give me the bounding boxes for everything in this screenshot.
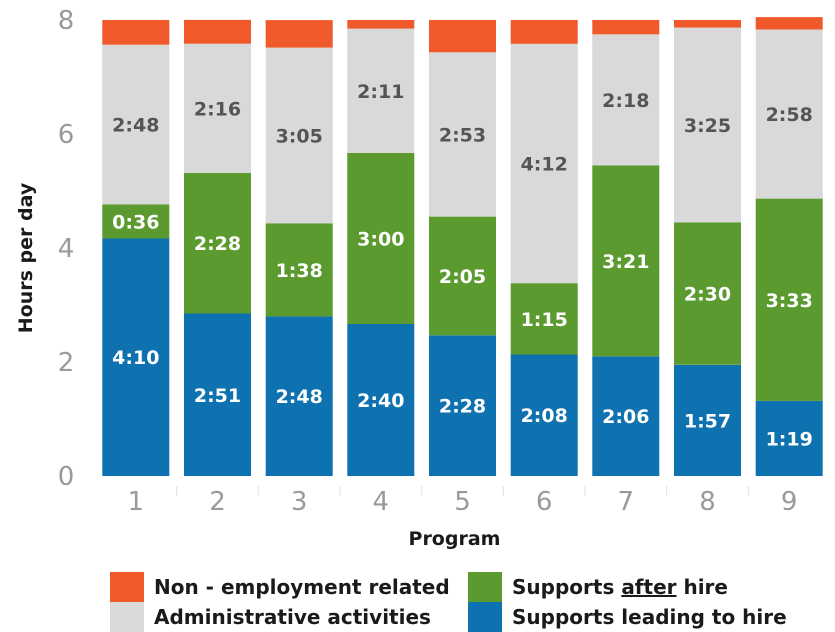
bar-segment-3-program-8	[674, 27, 741, 223]
bar-segment-3-program-9	[755, 29, 823, 199]
bar-segment-4-program-1	[102, 20, 170, 45]
bar-segment-3-program-5	[429, 52, 496, 217]
data-label-1-program-4: 2:40	[357, 390, 404, 412]
y-tick-label-6: 6	[58, 120, 75, 150]
bar-segment-1-program-5	[429, 335, 496, 476]
bar-segment-1-program-3	[265, 316, 333, 476]
bar-segment-1-program-8	[674, 364, 741, 476]
legend-item-supports-after-hire: Supports after hire	[468, 572, 728, 602]
data-label-1-program-8: 1:57	[684, 410, 731, 432]
tick-labels-layer: 1 2 3 4 5 6 7 8 9 0 2 4 6 8	[58, 6, 798, 517]
x-tick-label-1: 1	[128, 487, 145, 517]
bars-layer: 4:10 0:36 2:48 2:51 2:28 2:16 2:48 1:38 3:05 2:40…	[102, 17, 823, 476]
x-axis-title: Program	[409, 528, 501, 550]
legend-label-non-employment: Non - employment related	[154, 575, 450, 599]
data-label-1-program-9: 1:19	[766, 429, 813, 451]
x-tick-label-6: 6	[536, 487, 553, 517]
bar-segment-3-program-4	[347, 28, 415, 154]
x-tick-label-2: 2	[209, 487, 226, 517]
data-label-1-program-5: 2:28	[439, 396, 486, 418]
x-tick-label-4: 4	[373, 487, 390, 517]
bar-segment-2-program-2	[184, 172, 251, 314]
data-label-3-program-7: 2:18	[602, 90, 649, 112]
x-tick-label-9: 9	[781, 487, 798, 517]
legend-label-supports-after-hire: Supports after hire	[512, 575, 728, 599]
y-tick-label-2: 2	[58, 348, 75, 378]
bar-segment-1-program-7	[592, 356, 660, 476]
bar-segment-2-program-6	[510, 283, 578, 355]
bar-segment-4-program-3	[265, 20, 333, 48]
bar-segment-4-program-6	[510, 20, 578, 44]
x-tick-label-3: 3	[291, 487, 308, 517]
data-label-1-program-7: 2:06	[602, 406, 649, 428]
data-label-2-program-2: 2:28	[194, 233, 241, 255]
data-label-2-program-1: 0:36	[112, 211, 159, 233]
data-label-2-program-8: 2:30	[684, 284, 731, 306]
y-axis-title: Hours per day	[15, 182, 37, 333]
data-label-2-program-9: 3:33	[766, 290, 813, 312]
bar-segment-3-program-6	[510, 43, 578, 284]
bar-segment-3-program-2	[184, 43, 251, 173]
bar-segment-2-program-4	[347, 153, 415, 324]
data-label-2-program-3: 1:38	[276, 260, 323, 282]
y-tick-label-8: 8	[58, 6, 75, 36]
data-label-3-program-2: 2:16	[194, 98, 241, 120]
legend-label-part: hire	[676, 575, 728, 599]
legend-swatch-administrative	[110, 602, 144, 632]
data-label-1-program-6: 2:08	[521, 405, 568, 427]
legend-label-part: Supports	[512, 575, 622, 599]
x-tick-label-8: 8	[699, 487, 716, 517]
bar-segment-2-program-1	[102, 204, 170, 239]
data-label-1-program-3: 2:48	[276, 386, 323, 408]
data-label-3-program-6: 4:12	[521, 154, 568, 176]
legend-item-non-employment: Non - employment related	[110, 572, 450, 602]
bar-segment-4-program-7	[592, 20, 660, 35]
bar-segment-1-program-6	[510, 354, 578, 476]
y-tick-label-0: 0	[58, 462, 75, 492]
data-label-2-program-6: 1:15	[521, 309, 568, 331]
bar-segment-4-program-5	[429, 20, 496, 53]
data-label-2-program-4: 3:00	[357, 229, 404, 251]
x-tick-label-7: 7	[618, 487, 635, 517]
data-label-3-program-9: 2:58	[766, 104, 813, 126]
data-label-3-program-3: 3:05	[276, 126, 323, 148]
x-tick-label-5: 5	[454, 487, 471, 517]
data-label-1-program-1: 4:10	[112, 347, 159, 369]
bar-segment-1-program-2	[184, 313, 251, 476]
bar-segment-3-program-7	[592, 34, 660, 166]
y-tick-label-4: 4	[58, 234, 75, 264]
legend-label-administrative: Administrative activities	[154, 605, 431, 629]
data-label-2-program-7: 3:21	[602, 251, 649, 273]
bar-segment-4-program-8	[674, 20, 741, 28]
data-label-2-program-5: 2:05	[439, 266, 486, 288]
data-label-3-program-4: 2:11	[357, 81, 404, 103]
bar-segment-4-program-2	[184, 19, 251, 44]
data-label-3-program-5: 2:53	[439, 125, 486, 147]
bar-segment-3-program-3	[265, 47, 333, 224]
data-label-3-program-8: 3:25	[684, 115, 731, 137]
legend-swatch-supports-after-hire	[468, 572, 502, 602]
legend-label-underlined-part: after	[621, 575, 677, 599]
legend-item-administrative: Administrative activities	[110, 602, 431, 632]
bar-segment-1-program-4	[347, 324, 415, 476]
data-label-1-program-2: 2:51	[194, 385, 241, 407]
bar-segment-1-program-1	[102, 238, 170, 476]
bar-segment-2-program-5	[429, 216, 496, 336]
bar-segment-2-program-3	[265, 223, 333, 317]
bar-segment-1-program-9	[755, 400, 823, 476]
bar-segment-2-program-9	[755, 198, 823, 401]
legend-label-supports-leading-to-hire: Supports leading to hire	[512, 605, 787, 629]
bar-segment-2-program-7	[592, 165, 660, 357]
bar-segment-4-program-4	[347, 20, 415, 29]
bar-segment-3-program-1	[102, 44, 170, 205]
legend-swatch-supports-leading-to-hire	[468, 602, 502, 632]
data-label-3-program-1: 2:48	[112, 115, 159, 137]
bar-segment-4-program-9	[755, 17, 823, 30]
legend-item-supports-leading-to-hire: Supports leading to hire	[468, 602, 787, 632]
legend-swatch-non-employment	[110, 572, 144, 602]
bar-segment-2-program-8	[674, 222, 741, 365]
